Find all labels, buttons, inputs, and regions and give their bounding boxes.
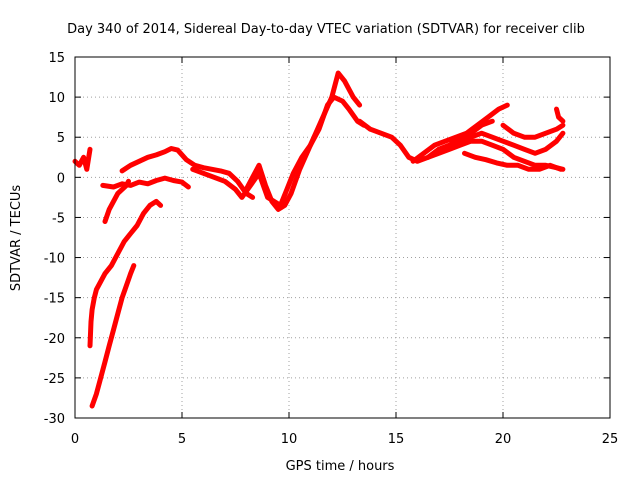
y-tick-label: -15 [44,292,65,307]
data-traces [72,70,566,409]
satellite-trace-pass-14 [500,122,566,140]
y-tick-label: -20 [44,332,65,347]
x-tick-label: 15 [388,432,405,447]
satellite-trace-pass-7 [190,94,367,208]
y-tick-label: 0 [57,171,65,186]
satellite-trace-pass-2 [87,198,164,349]
satellite-trace-pass-3 [89,263,137,409]
x-tick-label: 10 [281,432,298,447]
x-tick-label: 25 [602,432,619,447]
satellite-trace-pass-5 [100,175,191,190]
y-tick-label: 5 [57,131,65,146]
x-tick-label: 20 [495,432,512,447]
y-tick-label: 15 [48,51,65,66]
satellite-trace-pass-13 [462,150,564,172]
satellite-trace-pass-6 [119,146,256,200]
satellite-trace-pass-15 [554,106,566,124]
satellite-trace-pass-10 [410,102,510,164]
plot-frame [74,56,611,419]
y-tick-label: -5 [52,211,65,226]
satellite-trace-pass-8 [243,70,363,212]
axis-ticks: 0 5 10 15 20 25 -30 -25 -20 -15 -10 -5 0 5 10 15 [44,51,619,447]
grid-lines [75,57,610,418]
x-tick-label: 0 [71,432,79,447]
x-axis-label: GPS time / hours [286,459,395,474]
y-tick-label: -30 [44,412,65,427]
y-tick-label: 10 [48,91,65,106]
y-axis-label: SDTVAR / TECUs [9,185,24,292]
satellite-trace-pass-1 [72,146,93,172]
x-tick-label: 5 [178,432,186,447]
y-tick-label: -25 [44,372,65,387]
chart-title: Day 340 of 2014, Sidereal Day-to-day VTE… [67,22,585,37]
satellite-trace-pass-12 [436,130,566,156]
y-tick-label: -10 [44,252,65,267]
